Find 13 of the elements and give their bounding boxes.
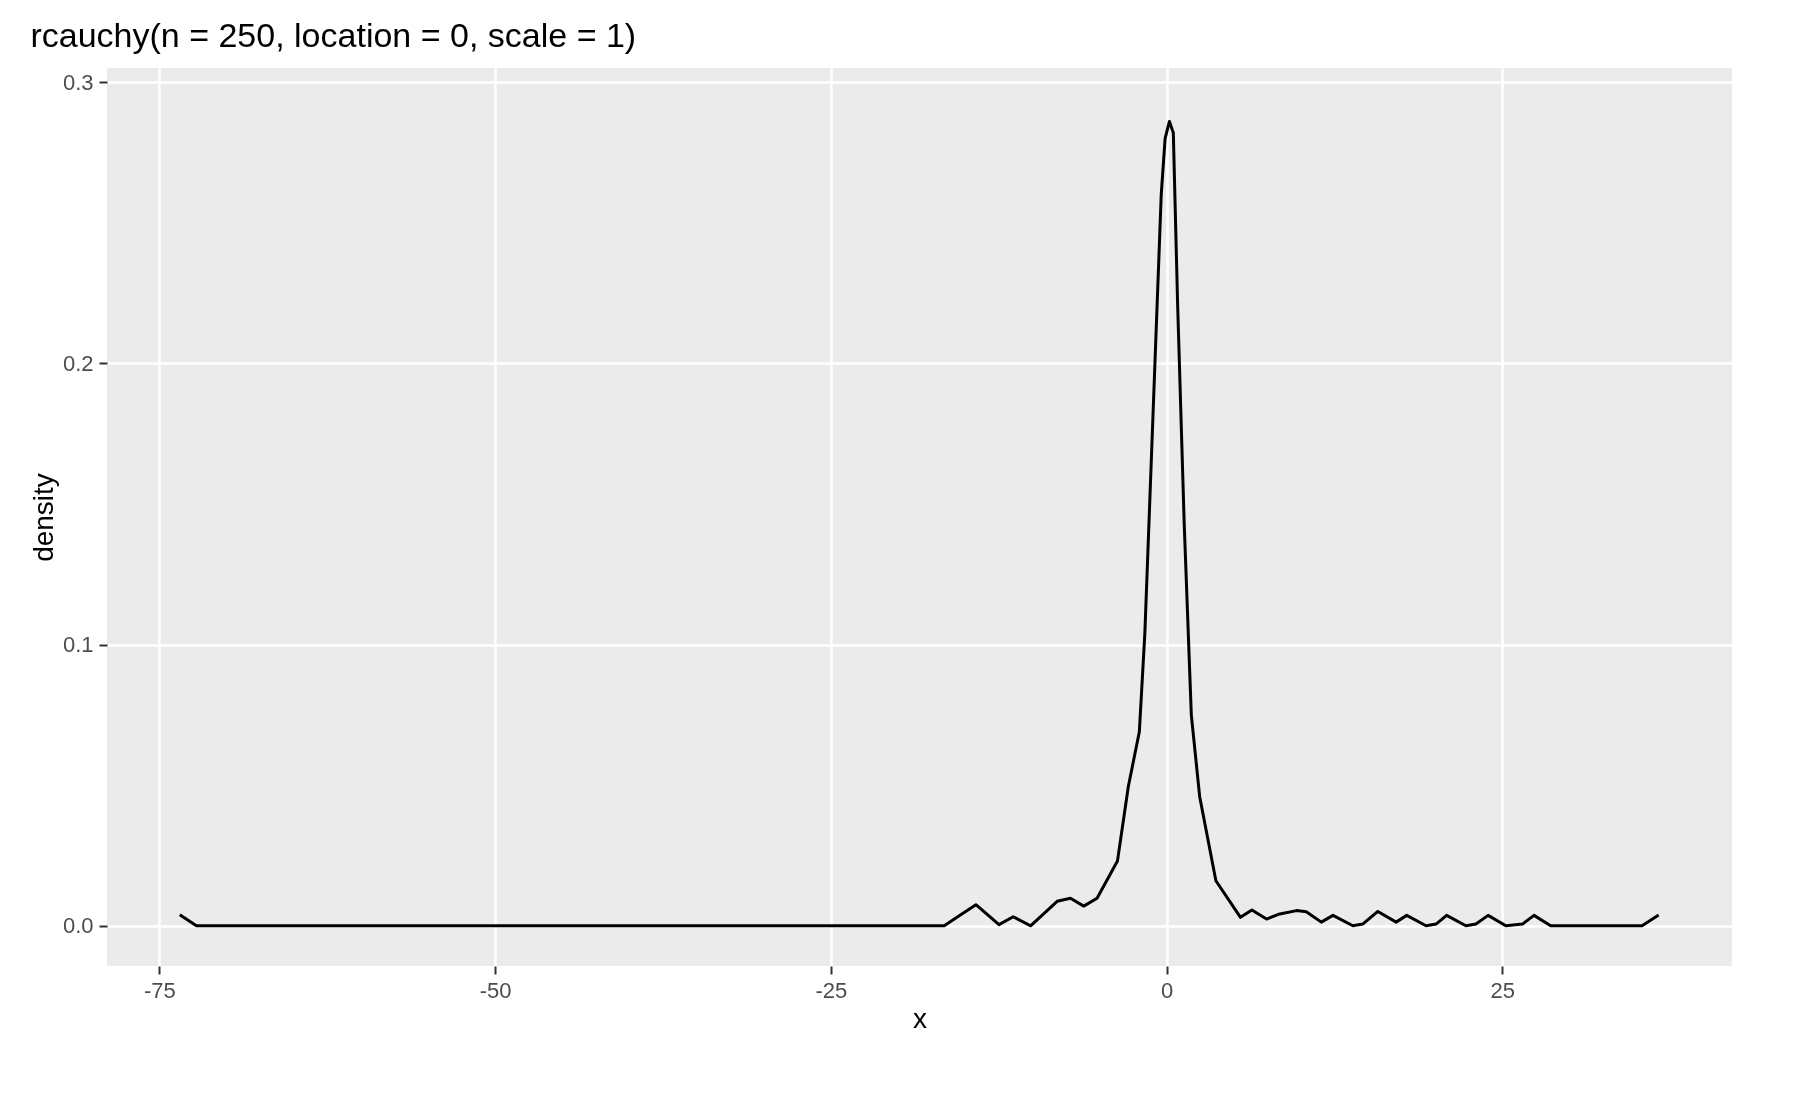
x-tick-label: 0: [1160, 977, 1174, 1003]
x-tick-label: -25: [815, 977, 848, 1003]
y-tick-label: 0.2: [62, 350, 94, 376]
line-series: [178, 119, 1661, 928]
x-axis-title: x: [913, 1002, 927, 1034]
y-axis-title: density: [27, 473, 59, 562]
x-tick-label: -75: [143, 977, 176, 1003]
chart-title: rcauchy(n = 250, location = 0, scale = 1): [30, 16, 637, 54]
y-tick-label: 0.3: [62, 69, 94, 95]
y-tick-label: 0.0: [62, 913, 94, 939]
y-tick-label: 0.1: [62, 632, 94, 658]
x-tick-label: 25: [1490, 977, 1516, 1003]
x-tick-label: -50: [479, 977, 512, 1003]
